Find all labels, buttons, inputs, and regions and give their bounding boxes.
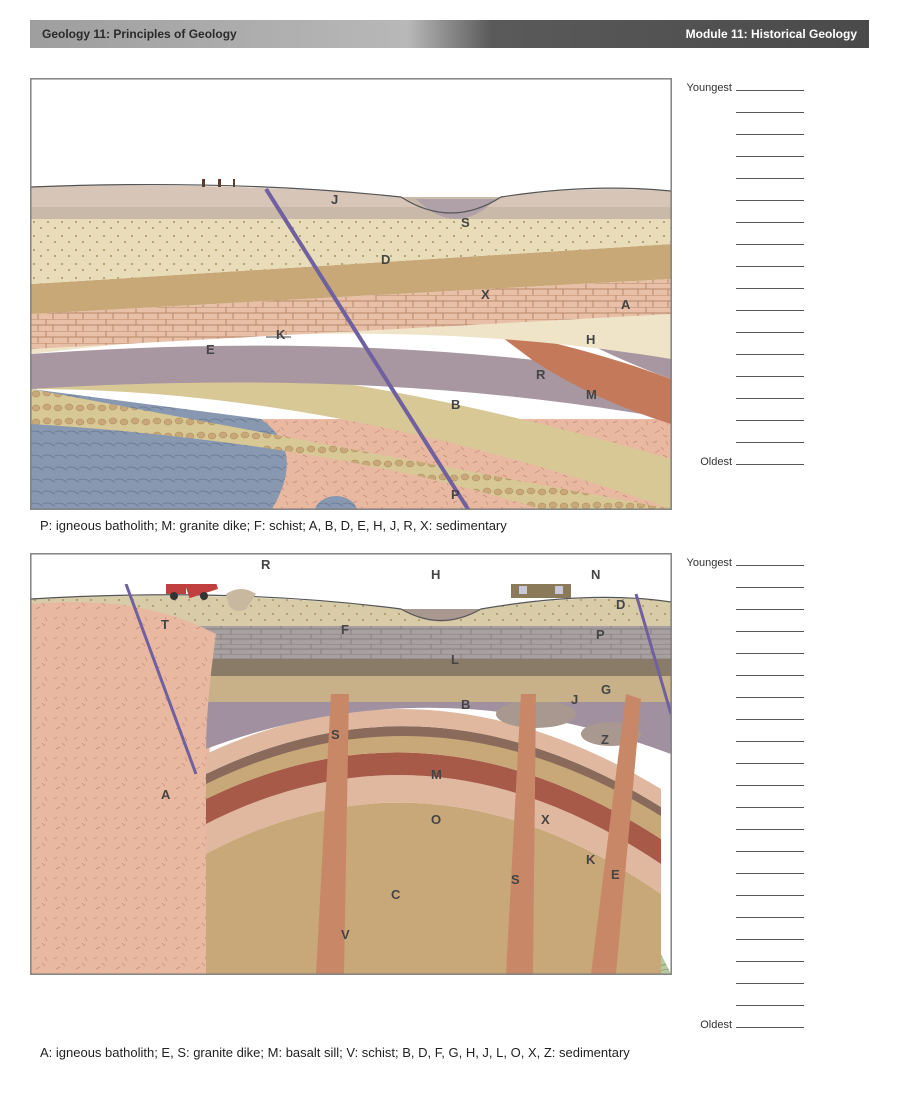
answer-line[interactable]: [684, 773, 804, 791]
answer-line[interactable]: [684, 232, 804, 250]
label-D: D: [381, 252, 390, 267]
answer-line[interactable]: Oldest: [684, 452, 804, 470]
label-K: K: [276, 327, 286, 342]
course-title: Geology 11: Principles of Geology: [42, 27, 237, 41]
answer-line[interactable]: [684, 210, 804, 228]
youngest-label: Youngest: [684, 82, 736, 94]
label-X: X: [541, 812, 550, 827]
oldest-label: Oldest: [684, 1019, 736, 1031]
answer-line[interactable]: [684, 971, 804, 989]
label-M: M: [586, 387, 597, 402]
answer-line[interactable]: [684, 993, 804, 1011]
answer-line[interactable]: [684, 685, 804, 703]
answer-line[interactable]: [684, 386, 804, 404]
answer-line[interactable]: [684, 342, 804, 360]
answer-line[interactable]: Youngest: [684, 78, 804, 96]
answer-line[interactable]: [684, 905, 804, 923]
label-F: F: [341, 622, 349, 637]
label-P: P: [451, 487, 460, 502]
answer-line[interactable]: [684, 597, 804, 615]
label-A: A: [621, 297, 631, 312]
page: Geology 11: Principles of Geology Module…: [0, 0, 899, 1110]
answer-line[interactable]: [684, 641, 804, 659]
header-bar: Geology 11: Principles of Geology Module…: [30, 20, 869, 48]
answer-line[interactable]: [684, 254, 804, 272]
cross-section-1: JSDXAKHERMBPFFG: [30, 78, 672, 510]
label-K: K: [586, 852, 596, 867]
answer-line[interactable]: [684, 751, 804, 769]
answer-blanks-2: Youngest Oldest: [672, 553, 804, 1037]
label-S: S: [331, 727, 340, 742]
label-L: L: [451, 652, 459, 667]
label-E: E: [611, 867, 620, 882]
label-R: R: [261, 557, 271, 572]
label-F: F: [331, 507, 339, 510]
label-B: B: [451, 397, 460, 412]
answer-line[interactable]: [684, 817, 804, 835]
label-B: B: [461, 697, 470, 712]
answer-line[interactable]: [684, 298, 804, 316]
label-J: J: [571, 692, 578, 707]
figure-2-caption: A: igneous batholith; E, S: granite dike…: [40, 1045, 869, 1060]
oldest-label: Oldest: [684, 456, 736, 468]
answer-line[interactable]: [684, 795, 804, 813]
answer-line[interactable]: [684, 707, 804, 725]
cross-section-2: R H N T D F P L G B J S Z M A O X KE S C V: [30, 553, 672, 975]
answer-line[interactable]: [684, 861, 804, 879]
content: J S D X A K H E R M B P F F G Youngest Oldest P: igneou…: [0, 48, 899, 1060]
label-H: H: [431, 567, 440, 582]
answer-line[interactable]: [684, 619, 804, 637]
label-G: G: [601, 682, 611, 697]
label-S: S: [461, 215, 470, 230]
label-D: D: [616, 597, 625, 612]
label-P: P: [596, 627, 605, 642]
answer-line[interactable]: Youngest: [684, 553, 804, 571]
label-R: R: [536, 367, 546, 382]
answer-line[interactable]: [684, 729, 804, 747]
figure-1-caption: P: igneous batholith; M: granite dike; F…: [40, 518, 869, 533]
answer-line[interactable]: Oldest: [684, 1015, 804, 1033]
label-J: J: [331, 192, 338, 207]
label-T: T: [161, 617, 169, 632]
answer-line[interactable]: [684, 144, 804, 162]
figure-1-row: JSDXAKHERMBPFFG YoungestOldest: [30, 78, 869, 510]
label-O: O: [431, 812, 441, 827]
label-E: E: [206, 342, 215, 357]
answer-line[interactable]: [684, 839, 804, 857]
answer-line[interactable]: [684, 663, 804, 681]
label-V: V: [341, 927, 350, 942]
label-M: M: [431, 767, 442, 782]
label-A: A: [161, 787, 171, 802]
answer-blanks-1: Youngest Oldest: [672, 78, 804, 474]
label-H: H: [586, 332, 595, 347]
module-title: Module 11: Historical Geology: [686, 27, 857, 41]
label-N: N: [591, 567, 600, 582]
answer-line[interactable]: [684, 188, 804, 206]
figure-2-row: R H N T D F P L G B J S Z M A O X KE S C V Youngest Oldest: [30, 553, 869, 1037]
label-Z: Z: [601, 732, 609, 747]
answer-line[interactable]: [684, 408, 804, 426]
label-C: C: [391, 887, 401, 902]
answer-line[interactable]: [684, 100, 804, 118]
answer-line[interactable]: [684, 122, 804, 140]
answer-line[interactable]: [684, 949, 804, 967]
label-X: X: [481, 287, 490, 302]
answer-line[interactable]: [684, 883, 804, 901]
answer-line[interactable]: [684, 276, 804, 294]
answer-line[interactable]: [684, 364, 804, 382]
label-S: S: [511, 872, 520, 887]
answer-line[interactable]: [684, 320, 804, 338]
answer-line[interactable]: [684, 927, 804, 945]
answer-line[interactable]: [684, 575, 804, 593]
answer-line[interactable]: [684, 166, 804, 184]
answer-line[interactable]: [684, 430, 804, 448]
youngest-label: Youngest: [684, 557, 736, 569]
